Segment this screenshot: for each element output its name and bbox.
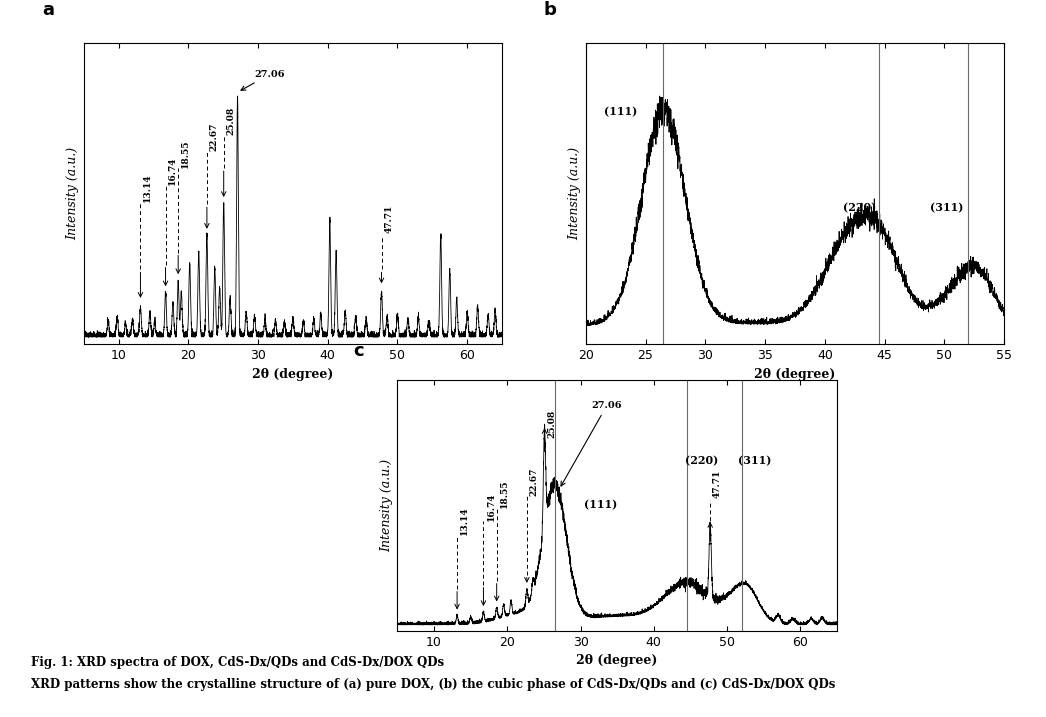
- Text: (311): (311): [930, 203, 963, 214]
- Y-axis label: Intensity (a.u.): Intensity (a.u.): [67, 147, 79, 240]
- Text: b: b: [544, 1, 556, 19]
- Text: XRD patterns show the crystalline structure of (a) pure DOX, (b) the cubic phase: XRD patterns show the crystalline struct…: [31, 678, 836, 690]
- X-axis label: 2θ (degree): 2θ (degree): [576, 655, 658, 668]
- Text: 22.67: 22.67: [209, 123, 219, 151]
- Text: (111): (111): [584, 500, 617, 511]
- Text: (220): (220): [684, 455, 718, 466]
- Text: 22.67: 22.67: [529, 468, 539, 496]
- Text: 47.71: 47.71: [713, 470, 722, 498]
- Y-axis label: Intensity (a.u.): Intensity (a.u.): [569, 147, 582, 240]
- X-axis label: 2θ (degree): 2θ (degree): [252, 368, 334, 381]
- Text: 25.08: 25.08: [547, 410, 556, 438]
- Text: Fig. 1: XRD spectra of DOX, CdS-Dx/QDs and CdS-Dx/DOX QDs: Fig. 1: XRD spectra of DOX, CdS-Dx/QDs a…: [31, 656, 445, 669]
- Text: 18.55: 18.55: [181, 140, 190, 168]
- Text: (111): (111): [604, 106, 637, 118]
- Text: (311): (311): [737, 455, 771, 466]
- Text: a: a: [42, 1, 53, 19]
- Text: 25.08: 25.08: [227, 106, 235, 135]
- Text: 47.71: 47.71: [384, 205, 393, 233]
- Text: 13.14: 13.14: [143, 174, 153, 202]
- Text: 27.06: 27.06: [561, 401, 622, 486]
- Text: 16.74: 16.74: [168, 156, 178, 185]
- Text: (220): (220): [843, 203, 877, 214]
- Text: c: c: [354, 342, 364, 360]
- Text: 13.14: 13.14: [460, 506, 469, 535]
- Text: 18.55: 18.55: [500, 480, 508, 508]
- Y-axis label: Intensity (a.u.): Intensity (a.u.): [381, 459, 393, 552]
- Text: 27.06: 27.06: [241, 70, 285, 90]
- Text: 16.74: 16.74: [486, 492, 496, 521]
- X-axis label: 2θ (degree): 2θ (degree): [754, 368, 836, 381]
